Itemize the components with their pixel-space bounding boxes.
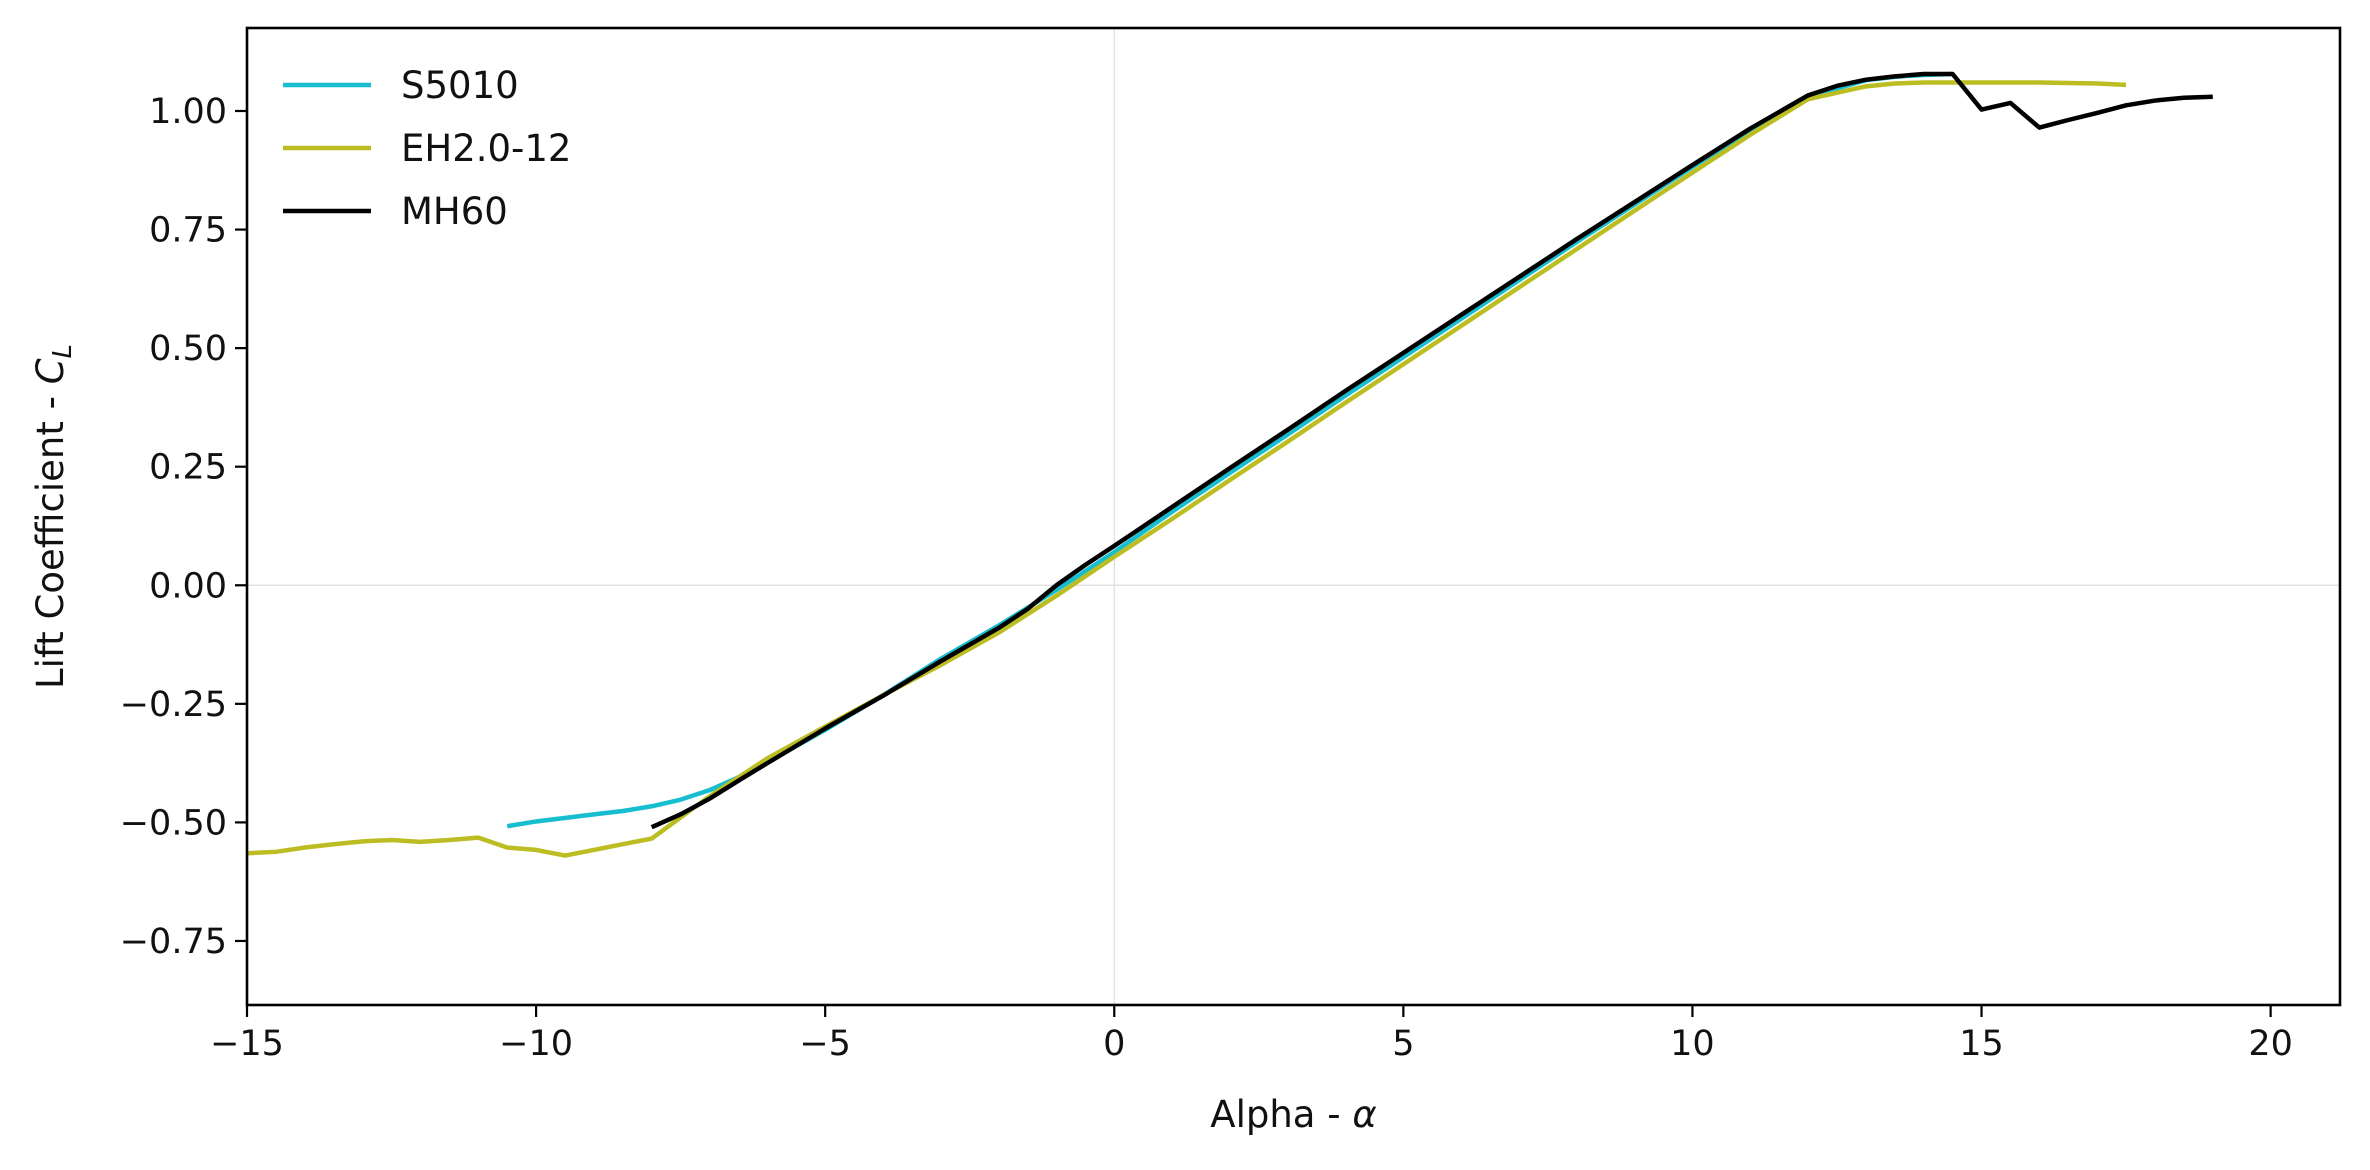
x-tick-label: 5 bbox=[1392, 1024, 1414, 1064]
legend-label-s5010: S5010 bbox=[401, 64, 519, 107]
y-tick-label: 1.00 bbox=[149, 92, 227, 132]
axis-ticks: −15 −10 −5 0 5 10 15 20 −0.75 −0.50 −0.25 0.00 0.25 0… bbox=[120, 92, 2293, 1064]
plot-area-frame bbox=[245, 26, 2342, 1007]
y-tick-label: −0.50 bbox=[120, 803, 227, 843]
series-line-mh60 bbox=[650, 71, 2213, 830]
x-axis-label: Alpha - α bbox=[1210, 1093, 1376, 1136]
y-tick-label: 0.00 bbox=[149, 566, 227, 606]
x-tick-label: −5 bbox=[799, 1024, 851, 1064]
axis-labels: Alpha - α Lift Coefficient - CL bbox=[29, 344, 1377, 1136]
series-lines bbox=[247, 71, 2213, 858]
y-tick-label: 0.50 bbox=[149, 329, 227, 369]
plot-frame bbox=[245, 26, 2342, 1007]
x-tick-label: 10 bbox=[1670, 1024, 1715, 1064]
series-line-s5010 bbox=[506, 71, 1953, 829]
legend-label-mh60: MH60 bbox=[401, 190, 508, 233]
x-tick-label: −10 bbox=[499, 1024, 573, 1064]
x-tick-label: 0 bbox=[1103, 1024, 1125, 1064]
y-axis-label: Lift Coefficient - CL bbox=[29, 344, 78, 689]
x-tick-label: −15 bbox=[210, 1024, 284, 1064]
y-tick-label: −0.25 bbox=[120, 685, 227, 725]
y-tick-label: 0.25 bbox=[149, 448, 227, 488]
x-tick-label: 15 bbox=[1959, 1024, 2004, 1064]
legend-label-eh2-0-12: EH2.0-12 bbox=[401, 127, 571, 170]
x-tick-label: 20 bbox=[2248, 1024, 2293, 1064]
legend: S5010 EH2.0-12 MH60 bbox=[283, 64, 571, 233]
series-line-eh2-0-12 bbox=[247, 80, 2127, 858]
zero-reference-lines bbox=[247, 28, 2340, 1005]
y-tick-label: −0.75 bbox=[120, 922, 227, 962]
y-tick-label: 0.75 bbox=[149, 211, 227, 251]
